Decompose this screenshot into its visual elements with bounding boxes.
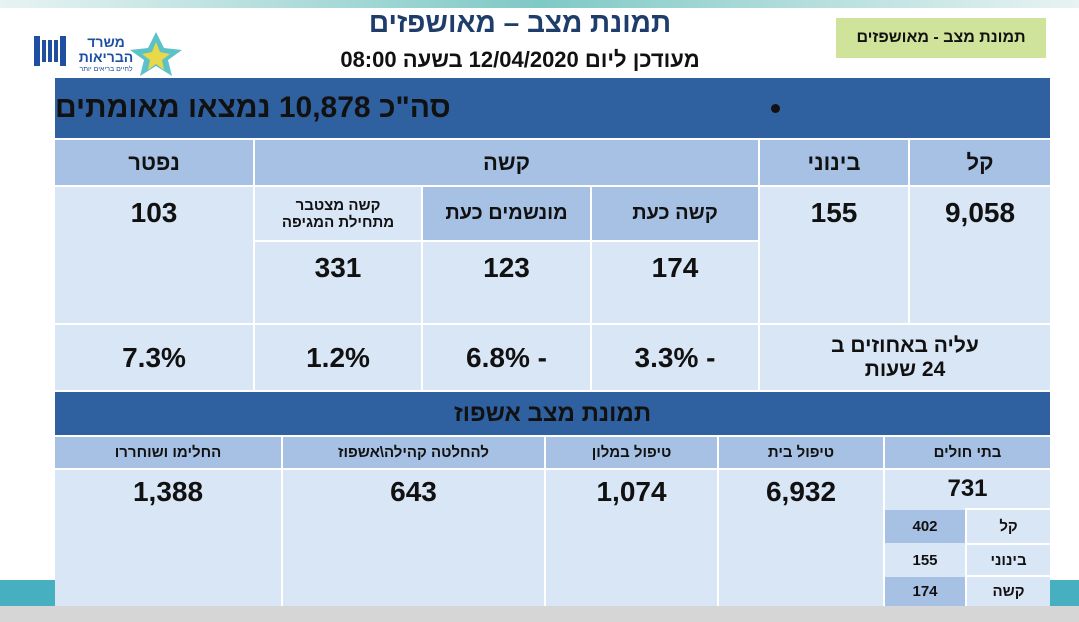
change-cell: - 3.3% <box>592 325 758 390</box>
logo-name-2: הבריאות <box>78 49 134 65</box>
logo-name-1: משרד <box>87 34 125 50</box>
breakdown-label: בינוני <box>967 545 1050 575</box>
col-header: קל <box>910 140 1050 185</box>
confirmed-banner: סה"כ 10,878 נמצאו מאומתים <box>55 91 451 124</box>
change-cell: 1.2% <box>255 325 421 390</box>
value-cell: 123 <box>423 242 590 323</box>
value-cell: 643 <box>283 470 544 606</box>
breakdown-label: קשה <box>967 577 1050 606</box>
page-title: תמונת מצב – מאושפזים <box>368 7 672 38</box>
value-cell: 155 <box>760 187 908 323</box>
value-cell: 731 <box>885 470 1050 508</box>
col-header: טיפול במלון <box>546 437 717 468</box>
bullet <box>771 104 780 113</box>
change-cell: - 6.8% <box>423 325 590 390</box>
value-cell: 103 <box>55 187 253 323</box>
sub-header: מונשמים כעת <box>423 187 590 240</box>
col-header: החלימו ושוחררו <box>55 437 281 468</box>
value-cell: 6,932 <box>719 470 883 606</box>
value-cell: 174 <box>592 242 758 323</box>
col-header: קשה <box>255 140 758 185</box>
sub-header: קשה כעת <box>592 187 758 240</box>
col-header: נפטר <box>55 140 253 185</box>
breakdown-label: קל <box>967 510 1050 543</box>
bottom-bar <box>0 606 1079 622</box>
breakdown-value: 402 <box>885 510 965 543</box>
logo-slogan: לחיים בריאים יותר <box>79 65 133 73</box>
side-strip <box>1050 580 1079 606</box>
col-header: בינוני <box>760 140 908 185</box>
col-header: להחלטה קהילה\אשפוז <box>283 437 544 468</box>
side-strip <box>0 580 55 606</box>
change-label: עליה באחוזים ב 24 שעות <box>760 325 1050 390</box>
sub-header: קשה מצטבר מתחילת המגיפה <box>255 187 421 240</box>
top-strip <box>0 0 1079 8</box>
logo <box>34 32 182 76</box>
value-cell: 1,074 <box>546 470 717 606</box>
value-cell: 9,058 <box>910 187 1050 323</box>
value-cell: 1,388 <box>55 470 281 606</box>
confirmed-banner-bg <box>55 78 1050 138</box>
change-cell: 7.3% <box>55 325 253 390</box>
breakdown-value: 174 <box>885 577 965 606</box>
col-header: טיפול בית <box>719 437 883 468</box>
breakdown-value: 155 <box>885 545 965 575</box>
section-tag: תמונת מצב - מאושפזים <box>836 18 1046 58</box>
value-cell: 331 <box>255 242 421 323</box>
hospitalization-banner: תמונת מצב אשפוז <box>55 392 1050 435</box>
col-header: בתי חולים <box>885 437 1050 468</box>
page-subtitle: מעודכן ליום 12/04/2020 בשעה 08:00 <box>340 47 700 72</box>
